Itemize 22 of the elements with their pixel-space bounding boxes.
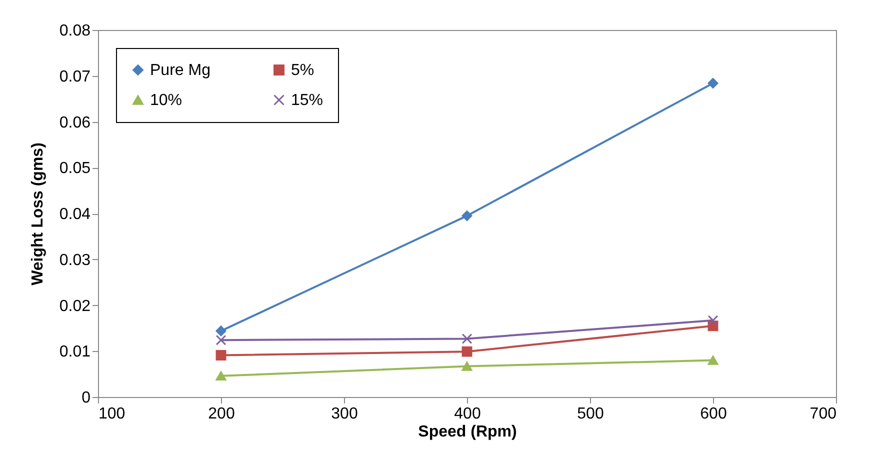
x-tick-label: 500 xyxy=(577,406,604,422)
x-axis-title: Speed (Rpm) xyxy=(418,424,517,440)
legend-label: 10% xyxy=(150,92,182,109)
x-tick-label: 400 xyxy=(454,406,481,422)
y-axis-title: Weight Loss (gms) xyxy=(29,142,46,286)
x-tick-label: 700 xyxy=(810,406,837,422)
y-tick-label: 0.08 xyxy=(59,22,91,40)
x-tick-label: 300 xyxy=(331,406,358,422)
y-tick-label: 0.01 xyxy=(59,344,91,361)
legend-label: 5% xyxy=(291,62,314,79)
y-tick-label: 0.02 xyxy=(59,298,91,315)
x-tick-label: 600 xyxy=(700,406,727,422)
x-tick-label: 200 xyxy=(208,406,235,422)
legend-label: 15% xyxy=(291,92,324,109)
y-tick-label: 0.07 xyxy=(59,68,91,86)
legend-label: Pure Mg xyxy=(150,62,210,79)
y-tick-label: 0.06 xyxy=(59,114,91,132)
y-tick-label: 0 xyxy=(82,390,91,406)
y-tick-label: 0.04 xyxy=(59,206,91,223)
y-tick-label: 0.05 xyxy=(59,160,91,178)
y-tick-label: 0.03 xyxy=(59,252,91,269)
x-tick-label: 100 xyxy=(98,406,126,422)
